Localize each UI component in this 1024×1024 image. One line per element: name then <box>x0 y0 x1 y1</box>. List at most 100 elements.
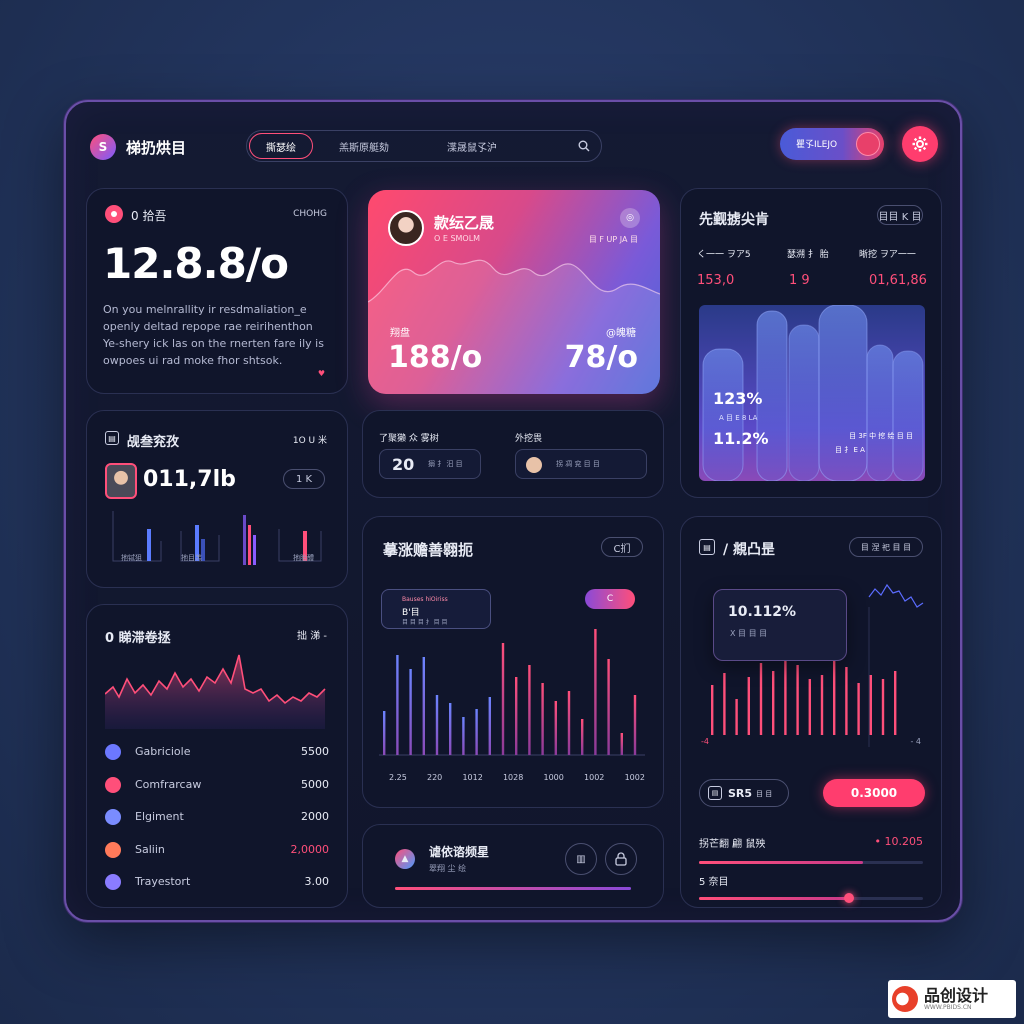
rb-tooltip-value: 10.112% <box>728 604 797 620</box>
barchart-card: 摹涨赡善翱扼 C扪 Bauses hiOiriss B'目 目 目 目 扌 目 … <box>362 516 664 808</box>
tab-active[interactable]: 撕瑟绘 <box>249 133 313 159</box>
mini-right-label: 外挖畏 <box>515 434 543 444</box>
lock-icon[interactable] <box>605 843 637 875</box>
line-list-card: 0 睇滞卷拯 拙 涕 - Gabriciole 5500 Comfrarcaw … <box>86 604 348 908</box>
list-item[interactable]: Comfrarcaw 5000 <box>105 774 329 807</box>
rb-btn-icon: ▤ <box>708 786 722 800</box>
stat-title: 0 拾吾 <box>131 209 167 223</box>
line-corner: 拙 涕 - <box>297 631 327 642</box>
bar <box>711 685 714 735</box>
rb-row1-label: 拐芒翻 翩 鼠殃 <box>699 839 766 850</box>
app-title: 梯扔烘目 <box>126 139 187 157</box>
rb-badge[interactable]: 目 涅 祀 目 目 <box>849 537 923 557</box>
rb-card: ▤ / 覜凸昰 目 涅 祀 目 目 10.112% X 目 目 目 -4 - 4… <box>680 516 942 908</box>
slider-handle[interactable] <box>844 893 855 903</box>
watermark-url: WWW.PBIDS.CN <box>924 1004 972 1011</box>
rb-btn-right[interactable]: 0.3000 <box>823 779 925 807</box>
bar <box>475 709 478 755</box>
list-item[interactable]: Gabriciole 5500 <box>105 741 329 774</box>
list-item[interactable]: Saliin 2,0000 <box>105 839 329 872</box>
rb-tooltip-sub: X 目 目 目 <box>730 629 768 638</box>
hero-right-sub: 目 F UP JA 目 <box>588 235 638 244</box>
bars3d-title: 先觐掳尖肯 <box>699 212 769 228</box>
bars3d-pct2: 11.2% <box>713 429 769 448</box>
stat-desc-3: Ye-shery ick las on the rnerten fare ily… <box>103 337 324 350</box>
rb-chart <box>711 583 924 747</box>
rb-tooltip: 10.112% X 目 目 目 <box>713 589 847 661</box>
bar <box>528 665 531 755</box>
mini-right-box[interactable]: 拐 凋 兖 目 目 <box>515 449 647 479</box>
list: Gabriciole 5500 Comfrarcaw 5000 Elgiment… <box>105 741 329 904</box>
bar <box>759 663 763 735</box>
hero-right-label: @魄糖 <box>606 328 636 339</box>
tab-3[interactable]: 渫晟鼠孓沪 <box>447 143 497 154</box>
bars3d-pct1-sub: A 目 E 8 LA <box>719 414 758 422</box>
list-dot-icon <box>105 744 121 760</box>
x-label: 1002 <box>624 773 645 782</box>
progress-track <box>395 887 631 890</box>
chart-icon[interactable]: ▥ <box>565 843 597 875</box>
toggle-knob <box>856 132 880 156</box>
user-btn[interactable]: 1 K <box>283 469 325 489</box>
user-bar <box>248 525 251 565</box>
bar <box>541 683 544 755</box>
bar <box>488 697 491 755</box>
bar <box>894 671 897 735</box>
list-dot-icon <box>105 874 121 890</box>
stat-desc-4: owpoes ui rad moke fhor shtsok. <box>103 354 283 367</box>
user-bar <box>243 515 246 565</box>
hero-wave <box>368 259 660 394</box>
rb-row1-track <box>699 861 923 864</box>
barchart-tooltip-sub: 目 目 目 扌 目 目 <box>402 619 448 626</box>
user-card-icon: ▤ <box>105 431 119 445</box>
bars3d-col2-label: 瑟溯 扌 胎 <box>787 250 829 260</box>
bar <box>820 675 824 735</box>
bar <box>633 695 637 755</box>
rb-row1-value: • 10.205 <box>874 835 924 848</box>
hero-sub: O E SMOLM <box>434 234 481 243</box>
bar <box>554 701 557 755</box>
toggle-switch[interactable]: 瞿孓ILEJO <box>780 128 884 160</box>
x-label: 1012 <box>462 773 483 782</box>
bars3d-panel: 123% A 目 E 8 LA 11.2% 目 3F 中 挖 绘 目 目 目 扌… <box>699 305 925 481</box>
hero-menu-icon[interactable]: ◎ <box>620 208 640 228</box>
search-icon[interactable] <box>577 139 591 153</box>
gear-icon[interactable] <box>902 126 938 162</box>
bars3d-bar <box>756 310 788 481</box>
tab-2[interactable]: 羔斯原艇劾 <box>339 143 389 154</box>
mini-left-sub: 搦 扌 汩 目 <box>428 460 463 468</box>
bar <box>607 659 610 755</box>
x-label: 1028 <box>502 773 524 782</box>
progress-fill <box>395 887 631 890</box>
rb-row1-value-text: 10.205 <box>884 835 924 848</box>
profile-icon: ▲ <box>395 849 415 869</box>
bars3d-bar <box>702 348 744 481</box>
bar <box>881 679 885 735</box>
bar <box>808 679 811 735</box>
bar <box>383 711 386 755</box>
barchart-pill[interactable]: C <box>585 589 635 609</box>
progress-card: ▲ 谑依谘频星 翠翔 尘 绘 ▥ <box>362 824 664 908</box>
user-value: 011,7lb <box>143 467 236 492</box>
bars3d-card: 先觐掳尖肯 目目 K 目 く一一 ヲア5 瑟溯 扌 胎 晰挖 ヲア一一 153,… <box>680 188 942 498</box>
list-item[interactable]: Elgiment 2000 <box>105 806 329 839</box>
bar <box>396 655 399 755</box>
rb-row2-fill <box>699 893 855 903</box>
rb-row2-track <box>699 893 923 903</box>
barchart-badge[interactable]: C扪 <box>601 537 643 557</box>
list-item-value: 2,0000 <box>290 842 330 856</box>
user-bar-label-2: 扡目羔 <box>181 554 202 562</box>
rb-btn-left-sub: 目 目 <box>756 790 773 798</box>
mini-avatar-icon <box>526 457 542 473</box>
rb-btn-left[interactable]: ▤ SR5 目 目 <box>699 779 789 807</box>
bar <box>735 699 738 735</box>
mini-left-box[interactable]: 20 搦 扌 汩 目 <box>379 449 481 479</box>
mini-left-value: 20 <box>392 455 415 474</box>
x-label: 1002 <box>584 773 605 782</box>
bars3d-badge[interactable]: 目目 K 目 <box>877 205 923 225</box>
list-dot-icon <box>105 809 121 825</box>
bars3d-legend1: 目 3F 中 挖 绘 目 目 <box>849 432 913 440</box>
bars3d-col1-value: 153,0 <box>697 273 735 288</box>
bar <box>857 683 860 735</box>
list-item[interactable]: Trayestort 3.00 <box>105 871 329 904</box>
